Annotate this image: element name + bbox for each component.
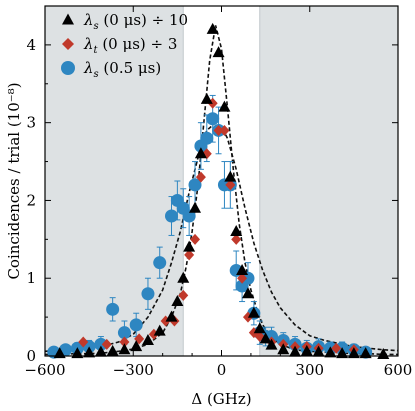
y-tick-label: 3 <box>26 114 36 132</box>
shaded-region-2 <box>259 6 398 356</box>
data-point-s1 <box>289 345 302 357</box>
legend-s3-symbol: λ <box>83 59 94 77</box>
data-point-s1 <box>194 147 207 159</box>
data-point-s1 <box>241 287 254 299</box>
data-point-s2 <box>213 124 224 136</box>
data-point-s2 <box>225 179 236 191</box>
data-point-s1 <box>236 263 249 275</box>
data-point-s3 <box>188 178 202 192</box>
data-point-s3 <box>94 337 108 351</box>
data-point-s1 <box>171 295 184 307</box>
y-tick-label: 0 <box>26 347 36 365</box>
data-point-s3 <box>206 112 220 126</box>
legend-s2-label: (0 μs) ÷ 3 <box>98 35 178 53</box>
data-point-s2 <box>219 124 230 136</box>
data-point-s1 <box>141 333 154 345</box>
x-tick-label: −600 <box>24 361 65 379</box>
data-point-s1 <box>106 344 119 356</box>
data-point-s3 <box>141 287 155 301</box>
data-point-s1 <box>218 100 231 112</box>
y-tick-label: 4 <box>26 36 36 54</box>
data-point-s2 <box>231 233 242 245</box>
x-axis-label: Δ (GHz) <box>191 390 251 408</box>
legend-s1-label: (0 μs) ÷ 10 <box>99 11 188 29</box>
data-point-s1 <box>83 346 96 358</box>
x-tick-label: 600 <box>384 361 413 379</box>
data-point-s2 <box>331 342 342 354</box>
legend-marker-circle <box>61 61 75 75</box>
data-point-s3 <box>106 302 120 316</box>
legend-s1-subscript: s <box>94 21 99 32</box>
svg-text:λs (0.5 μs): λs (0.5 μs) <box>83 59 161 80</box>
data-point-s1 <box>277 343 290 355</box>
data-point-s3 <box>164 209 178 223</box>
x-tick-label: 0 <box>217 361 227 379</box>
legend-s1-symbol: λ <box>83 11 94 29</box>
y-tick-label: 2 <box>26 191 36 209</box>
data-point-s2 <box>184 249 195 261</box>
data-point-s1 <box>224 170 237 182</box>
data-point-s1 <box>230 225 243 237</box>
shaded-regions <box>45 6 398 356</box>
data-point-s1 <box>206 22 219 34</box>
data-point-s1 <box>130 340 143 352</box>
y-axis-label: Coincidences / trial (10⁻⁸) <box>5 82 23 279</box>
data-point-s3 <box>200 131 214 145</box>
data-point-s1 <box>200 92 213 104</box>
data-point-s2 <box>178 289 189 301</box>
data-point-s1 <box>312 345 325 357</box>
legend-s2-symbol: λ <box>83 35 94 53</box>
x-tick-label: −300 <box>113 361 154 379</box>
data-point-s1 <box>265 338 278 350</box>
data-point-s1 <box>165 310 178 322</box>
data-point-s1 <box>253 322 266 334</box>
data-point-s1 <box>183 240 196 252</box>
data-point-s2 <box>78 336 89 348</box>
y-tick-label: 1 <box>26 269 36 287</box>
data-point-s3 <box>117 326 131 340</box>
data-point-s2 <box>101 338 112 350</box>
data-point-s1 <box>247 306 260 318</box>
data-point-s2 <box>195 171 206 183</box>
legend-entry-s1: λs (0 μs) ÷ 10 <box>62 11 188 32</box>
data-point-s1 <box>177 271 190 283</box>
x-tick-label: 300 <box>295 361 324 379</box>
data-point-s2 <box>119 336 130 348</box>
data-point-s2 <box>237 272 248 284</box>
axis-ticks: −600 −300 0 300 600 0 1 2 3 4 <box>24 6 412 379</box>
data-point-s1 <box>212 46 225 58</box>
legend-entry-s3: λs (0.5 μs) <box>61 59 161 80</box>
data-point-s3 <box>241 271 255 285</box>
data-point-s1 <box>189 201 202 213</box>
data-point-s1 <box>259 332 272 344</box>
legend-marker-diamond <box>62 38 74 50</box>
data-point-s1 <box>324 346 337 358</box>
legend: λs (0 μs) ÷ 10 λt (0 μs) ÷ 3 λs (0.5 μs) <box>61 11 188 80</box>
data-point-s3 <box>153 256 167 270</box>
data-point-s1 <box>118 343 131 355</box>
data-point-s3 <box>182 209 196 223</box>
data-point-s2 <box>190 233 201 245</box>
data-points <box>47 22 390 359</box>
legend-s3-label: (0.5 μs) <box>99 59 162 77</box>
legend-s2-subscript: t <box>94 45 99 56</box>
data-point-s3 <box>129 318 143 332</box>
svg-text:λt (0 μs) ÷ 3: λt (0 μs) ÷ 3 <box>83 35 177 56</box>
legend-marker-triangle <box>62 13 74 25</box>
legend-entry-s2: λt (0 μs) ÷ 3 <box>62 35 177 56</box>
data-point-s1 <box>153 324 166 336</box>
legend-s3-subscript: s <box>94 69 99 80</box>
svg-text:λs (0 μs) ÷ 10: λs (0 μs) ÷ 10 <box>83 11 188 32</box>
